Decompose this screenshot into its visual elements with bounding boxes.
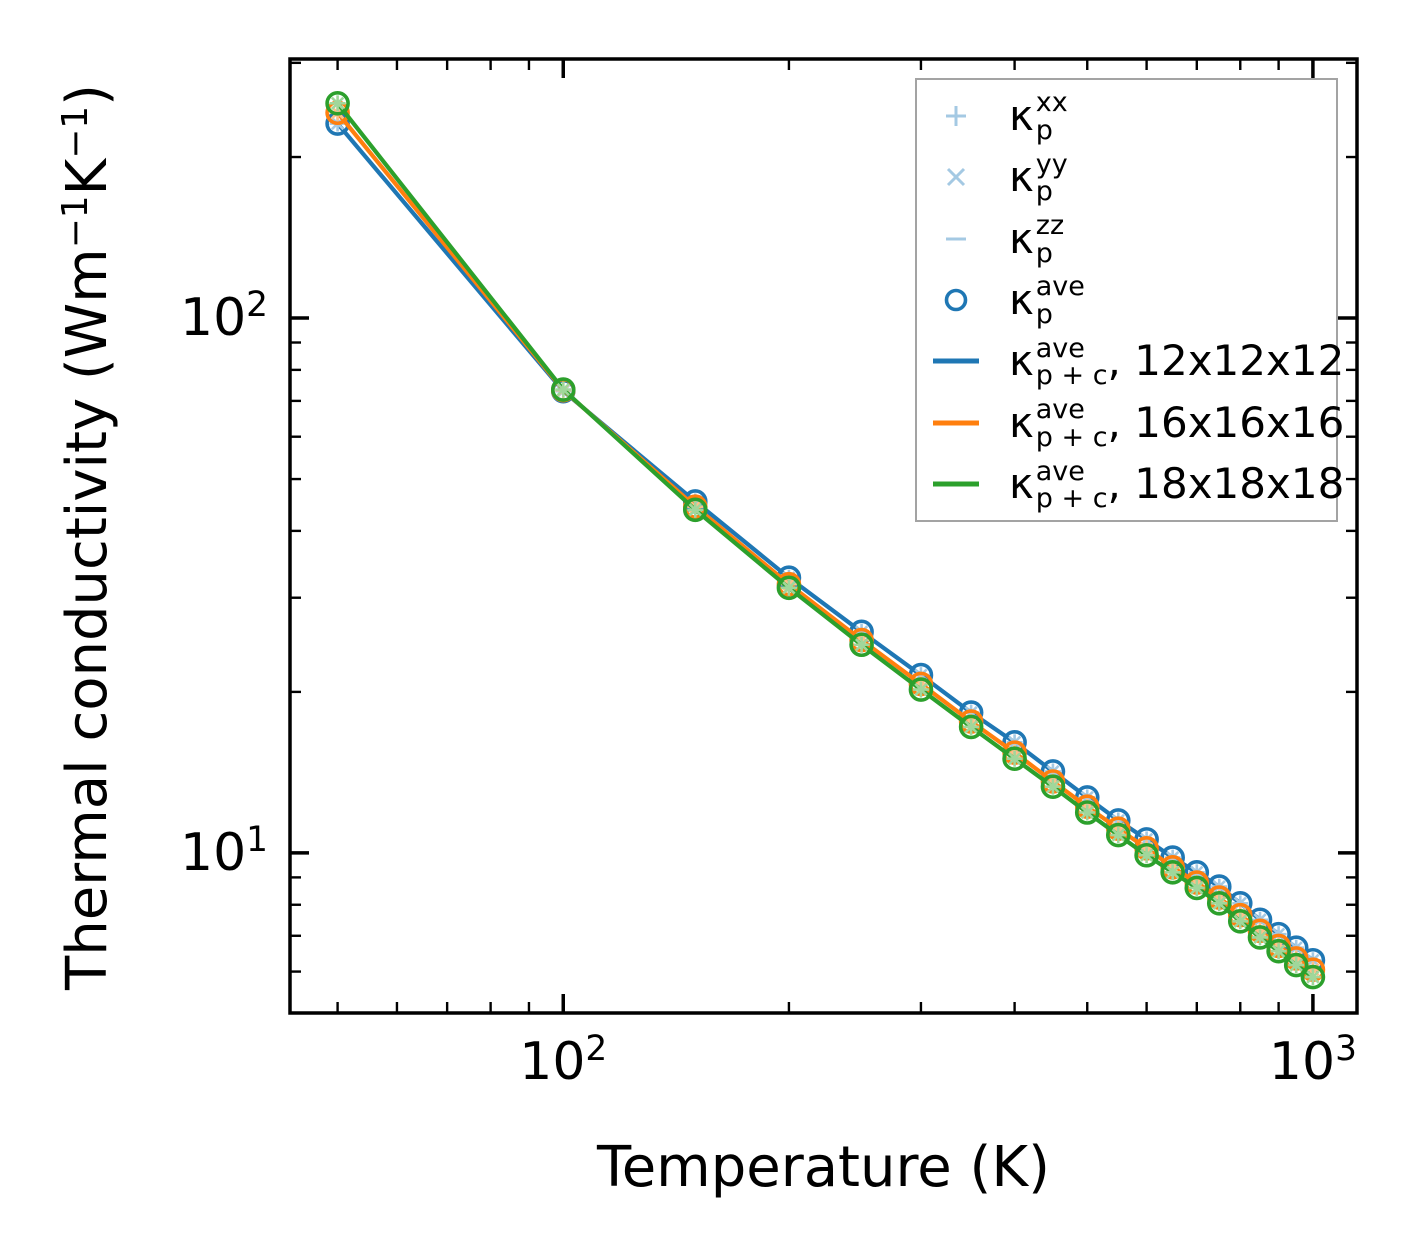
data-point-kappa-ave-p-c-18x18x18 bbox=[1074, 800, 1100, 825]
circle-marker-kappa-ave-p-c-18x18x18 bbox=[550, 377, 576, 402]
data-point-kappa-ave-p-c-18x18x18 bbox=[1300, 964, 1326, 990]
legend-label: κ ave p + c, 18x18x18 bbox=[1009, 455, 1345, 515]
legend-marker-line-icon bbox=[933, 420, 979, 426]
legend-label: κ ave p bbox=[1009, 271, 1085, 330]
legend-marker-line-icon bbox=[933, 481, 979, 487]
legend-marker bbox=[927, 99, 985, 133]
legend-marker bbox=[927, 467, 985, 501]
y-axis-label-text: ) bbox=[55, 84, 120, 106]
y-tick-label: 102 bbox=[179, 285, 268, 349]
circle-marker-kappa-ave-p-c-18x18x18 bbox=[325, 91, 350, 116]
data-point-kappa-ave-p-c-18x18x18 bbox=[849, 632, 874, 658]
data-point-kappa-ave-p-c-18x18x18 bbox=[1105, 822, 1131, 848]
circle-marker-kappa-ave-p-c-18x18x18 bbox=[849, 632, 874, 658]
circle-marker-kappa-ave-p-c-18x18x18 bbox=[776, 575, 802, 601]
circle-marker-kappa-ave-p-c-18x18x18 bbox=[1160, 859, 1185, 885]
legend-entry: κ ave p + c, 12x12x12 bbox=[917, 334, 1344, 389]
data-point-kappa-ave-p-c-18x18x18 bbox=[776, 575, 802, 601]
data-point-kappa-ave-p-c-18x18x18 bbox=[1040, 774, 1066, 799]
y-axis-label-superscript: −1 bbox=[55, 195, 97, 249]
data-point-kappa-ave-p-c-18x18x18 bbox=[325, 91, 350, 116]
series-layer bbox=[325, 91, 1326, 990]
legend-label: κ ave p + c, 16x16x16 bbox=[1009, 394, 1345, 453]
legend-marker-cross-icon bbox=[946, 168, 966, 187]
data-point-kappa-ave-p-c-18x18x18 bbox=[1160, 859, 1185, 885]
circle-marker-kappa-ave-p-c-18x18x18 bbox=[1134, 842, 1159, 868]
data-point-kappa-ave-p-c-18x18x18 bbox=[1002, 746, 1027, 772]
data-point-kappa-ave-p-c-18x18x18 bbox=[550, 377, 576, 402]
legend-marker-dash-icon bbox=[946, 237, 966, 241]
data-point-kappa-ave-p-c-18x18x18 bbox=[1266, 938, 1291, 964]
y-tick-label: 101 bbox=[179, 820, 268, 883]
data-point-kappa-ave-p-c-18x18x18 bbox=[682, 497, 708, 523]
ticks-layer bbox=[290, 59, 1357, 1013]
legend-entry: κ xx p bbox=[917, 87, 1336, 146]
y-axis-label-text: K bbox=[55, 158, 120, 196]
circle-marker-kappa-ave-p-c-18x18x18 bbox=[1040, 774, 1066, 799]
legend-entry: κ zz p bbox=[917, 210, 1336, 269]
legend-marker bbox=[927, 406, 985, 440]
x-tick-label: 102 bbox=[519, 1029, 608, 1092]
circle-marker-kappa-ave-p-c-18x18x18 bbox=[908, 677, 934, 702]
circle-marker-kappa-ave-p-c-18x18x18 bbox=[682, 497, 708, 523]
circle-marker-kappa-ave-p-c-18x18x18 bbox=[1266, 938, 1291, 964]
y-axis-label-superscript: −1 bbox=[55, 105, 97, 159]
legend-marker bbox=[927, 283, 985, 317]
legend-entry: κ ave p + c, 16x16x16 bbox=[917, 395, 1344, 451]
circle-marker-kappa-ave-p-c-18x18x18 bbox=[1283, 952, 1309, 978]
legend-marker bbox=[927, 344, 985, 378]
legend-entry: κ ave p + c, 18x18x18 bbox=[917, 457, 1344, 512]
data-point-kappa-ave-p-c-18x18x18 bbox=[1206, 891, 1232, 916]
circle-marker-kappa-ave-p-c-18x18x18 bbox=[1184, 875, 1210, 901]
circle-marker-kappa-ave-p-c-18x18x18 bbox=[1300, 964, 1326, 990]
legend-entry: κ yy p bbox=[917, 150, 1336, 205]
legend-marker bbox=[927, 160, 985, 194]
data-point-kappa-ave-p-c-18x18x18 bbox=[1283, 952, 1309, 978]
data-point-kappa-ave-p-c-18x18x18 bbox=[1134, 842, 1159, 868]
circle-marker-kappa-ave-p-c-18x18x18 bbox=[1002, 746, 1027, 772]
data-point-kappa-ave-p-c-18x18x18 bbox=[1184, 875, 1210, 901]
legend-entry: κ ave p bbox=[917, 271, 1336, 330]
legend-marker-line-icon bbox=[933, 358, 979, 364]
circle-marker-kappa-ave-p-c-18x18x18 bbox=[1074, 800, 1100, 825]
legend-label: κ xx p bbox=[1009, 87, 1068, 146]
legend-marker bbox=[927, 222, 985, 256]
x-tick-label: 103 bbox=[1268, 1029, 1357, 1092]
legend-label: κ ave p + c, 12x12x12 bbox=[1009, 332, 1345, 392]
plot-border bbox=[288, 57, 1359, 1015]
x-axis-label: Temperature (K) bbox=[597, 1135, 1050, 1200]
legend-marker-circle-icon bbox=[944, 288, 968, 312]
legend-label: κ zz p bbox=[1009, 210, 1065, 269]
circle-marker-kappa-ave-p-c-18x18x18 bbox=[1105, 822, 1131, 848]
circle-marker-kappa-ave-p-c-18x18x18 bbox=[958, 714, 984, 740]
data-point-kappa-ave-p-c-18x18x18 bbox=[1227, 908, 1253, 934]
circle-marker-kappa-ave-p-c-18x18x18 bbox=[1206, 891, 1232, 916]
circle-marker-kappa-ave-p-c-18x18x18 bbox=[1247, 925, 1273, 950]
legend: κ xx p κ yy p κ zz p κ ave p κ ave p + c, 12x12x12 κ ave… bbox=[915, 78, 1344, 522]
data-point-kappa-ave-p-c-18x18x18 bbox=[958, 714, 984, 740]
data-point-kappa-ave-p-c-18x18x18 bbox=[908, 677, 934, 702]
legend-label: κ yy p bbox=[1009, 148, 1068, 208]
series-kappa-ave-p-c-18x18x18 bbox=[325, 91, 1326, 990]
legend-marker-plus-icon bbox=[946, 105, 966, 126]
data-point-kappa-ave-p-c-18x18x18 bbox=[1247, 925, 1273, 950]
circle-marker-kappa-ave-p-c-18x18x18 bbox=[1227, 908, 1253, 934]
